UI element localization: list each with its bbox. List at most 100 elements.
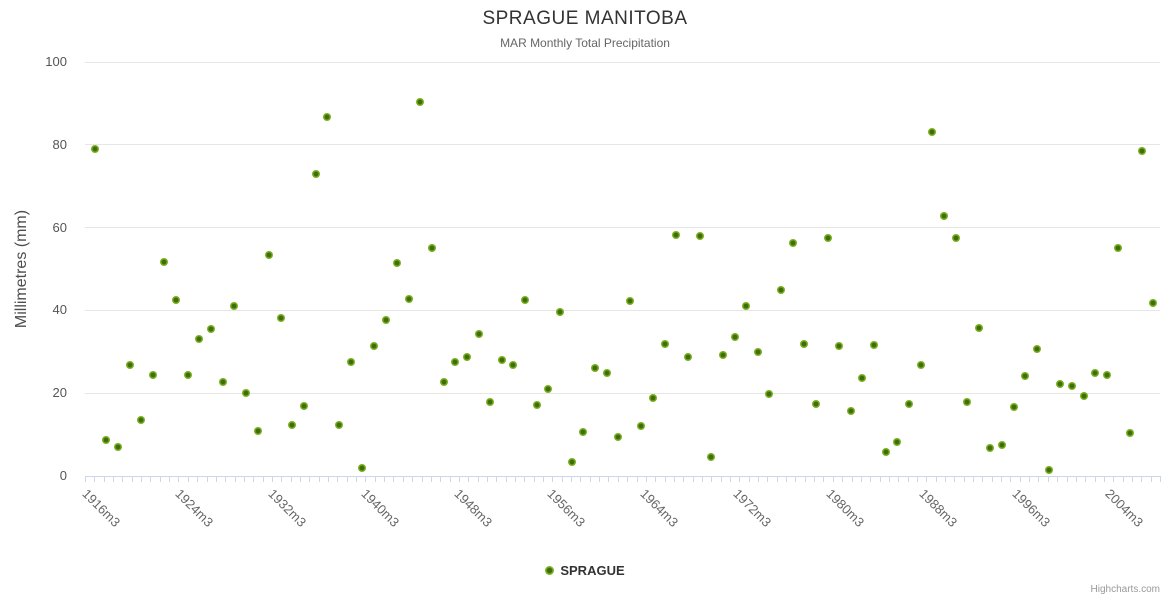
data-point[interactable]	[381, 315, 390, 324]
data-point[interactable]	[544, 385, 553, 394]
data-point[interactable]	[881, 447, 890, 456]
data-point[interactable]	[1137, 147, 1146, 156]
data-point[interactable]	[300, 402, 309, 411]
data-point[interactable]	[765, 389, 774, 398]
data-point[interactable]	[462, 352, 471, 361]
data-point[interactable]	[474, 330, 483, 339]
data-point[interactable]	[218, 377, 227, 386]
data-point[interactable]	[160, 257, 169, 266]
data-point[interactable]	[788, 238, 797, 247]
data-point[interactable]	[369, 342, 378, 351]
data-point[interactable]	[334, 420, 343, 429]
data-point[interactable]	[753, 348, 762, 357]
data-point[interactable]	[846, 407, 855, 415]
data-point[interactable]	[253, 427, 262, 436]
data-point[interactable]	[393, 259, 402, 268]
data-point[interactable]	[916, 361, 925, 370]
data-point[interactable]	[183, 370, 192, 379]
x-axis-tick	[655, 476, 657, 482]
data-point[interactable]	[102, 435, 111, 444]
data-point[interactable]	[556, 308, 565, 317]
data-point[interactable]	[777, 286, 786, 295]
x-axis-tick	[197, 476, 199, 482]
data-point[interactable]	[835, 342, 844, 351]
data-point[interactable]	[893, 437, 902, 446]
data-point[interactable]	[497, 355, 506, 364]
x-axis-tick	[159, 476, 161, 482]
data-point[interactable]	[346, 357, 355, 366]
data-point[interactable]	[416, 97, 425, 106]
data-point[interactable]	[521, 295, 530, 304]
data-point[interactable]	[625, 297, 634, 306]
data-point[interactable]	[707, 452, 716, 461]
data-point[interactable]	[811, 399, 820, 408]
data-point[interactable]	[90, 144, 99, 153]
data-point[interactable]	[1114, 243, 1123, 252]
data-point[interactable]	[137, 416, 146, 425]
data-point[interactable]	[905, 400, 913, 409]
data-point[interactable]	[567, 457, 576, 466]
data-point[interactable]	[858, 373, 867, 382]
data-point[interactable]	[951, 234, 960, 243]
data-point[interactable]	[439, 378, 448, 387]
data-point[interactable]	[532, 401, 541, 410]
data-point[interactable]	[579, 428, 588, 437]
data-point[interactable]	[928, 127, 937, 136]
data-point[interactable]	[718, 351, 727, 360]
data-point[interactable]	[311, 169, 320, 178]
x-axis-tick	[103, 476, 105, 482]
data-point[interactable]	[451, 357, 460, 366]
data-point[interactable]	[1079, 391, 1088, 400]
data-point[interactable]	[870, 341, 879, 350]
data-point[interactable]	[614, 433, 623, 442]
data-point[interactable]	[207, 324, 216, 333]
data-point[interactable]	[823, 234, 832, 243]
data-point[interactable]	[1102, 371, 1111, 380]
data-point[interactable]	[1067, 381, 1076, 390]
data-point[interactable]	[486, 398, 495, 407]
data-point[interactable]	[695, 232, 704, 241]
data-point[interactable]	[509, 360, 518, 369]
data-point[interactable]	[742, 302, 751, 311]
data-point[interactable]	[1044, 466, 1053, 475]
legend-item-sprague[interactable]: SPRAGUE	[545, 563, 625, 578]
data-point[interactable]	[288, 420, 297, 429]
data-point[interactable]	[195, 334, 204, 343]
data-point[interactable]	[590, 363, 599, 372]
data-point[interactable]	[172, 295, 181, 304]
data-point[interactable]	[974, 324, 983, 333]
data-point[interactable]	[998, 440, 1007, 449]
data-point[interactable]	[1091, 368, 1100, 377]
data-point[interactable]	[939, 212, 948, 220]
data-point[interactable]	[730, 332, 739, 341]
data-point[interactable]	[602, 369, 611, 378]
highcharts-credits-link[interactable]: Highcharts.com	[1090, 584, 1160, 595]
data-point[interactable]	[1149, 298, 1158, 307]
x-axis-tick	[673, 476, 675, 482]
data-point[interactable]	[125, 360, 134, 369]
data-point[interactable]	[683, 352, 692, 361]
data-point[interactable]	[265, 250, 274, 259]
data-point[interactable]	[230, 302, 239, 311]
data-point[interactable]	[428, 243, 437, 252]
data-point[interactable]	[358, 464, 367, 473]
data-point[interactable]	[1021, 372, 1030, 381]
x-axis-tick	[337, 476, 339, 482]
data-point[interactable]	[276, 314, 285, 323]
data-point[interactable]	[1009, 403, 1018, 412]
data-point[interactable]	[800, 340, 809, 349]
data-point[interactable]	[1126, 428, 1135, 437]
data-point[interactable]	[113, 443, 122, 452]
data-point[interactable]	[649, 393, 658, 402]
data-point[interactable]	[404, 295, 413, 304]
data-point[interactable]	[241, 388, 250, 397]
data-point[interactable]	[148, 370, 157, 379]
data-point[interactable]	[1056, 379, 1065, 388]
data-point[interactable]	[672, 230, 681, 239]
data-point[interactable]	[986, 444, 995, 453]
data-point[interactable]	[660, 340, 669, 349]
data-point[interactable]	[323, 113, 332, 122]
data-point[interactable]	[637, 422, 646, 431]
data-point[interactable]	[1032, 345, 1041, 354]
data-point[interactable]	[963, 397, 972, 406]
